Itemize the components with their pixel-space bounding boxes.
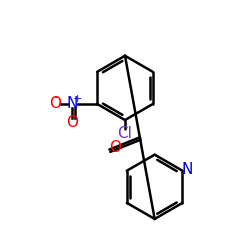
Text: O: O	[66, 115, 78, 130]
Text: Cl: Cl	[118, 126, 132, 141]
Text: O: O	[49, 96, 61, 112]
Text: N: N	[67, 96, 78, 112]
Text: +: +	[73, 94, 83, 104]
Text: O: O	[109, 140, 121, 155]
Text: N: N	[181, 162, 193, 177]
Text: -: -	[54, 91, 58, 104]
